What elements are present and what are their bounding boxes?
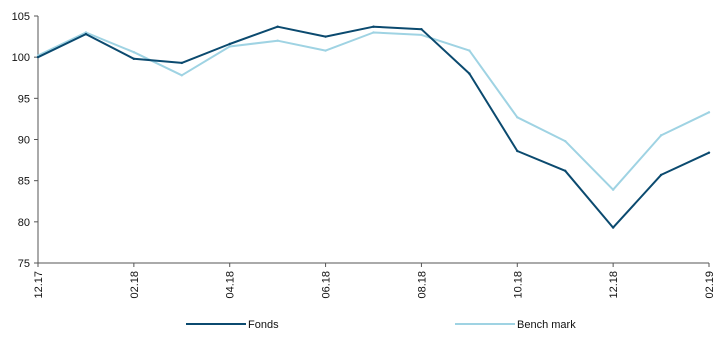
x-tick-label: 02.18 bbox=[129, 271, 141, 299]
data-point bbox=[228, 45, 231, 48]
series-line-benchmark bbox=[37, 31, 710, 191]
data-point bbox=[420, 27, 423, 31]
data-point bbox=[36, 55, 40, 59]
series-line-fonds bbox=[37, 25, 710, 229]
data-point bbox=[659, 173, 663, 177]
y-tick-label: 105 bbox=[12, 11, 30, 23]
data-point bbox=[707, 151, 711, 154]
y-tick-label: 95 bbox=[18, 93, 30, 105]
y-tick-label: 100 bbox=[12, 52, 30, 64]
data-point bbox=[324, 49, 327, 52]
x-tick-label: 08.18 bbox=[416, 271, 428, 299]
data-point bbox=[228, 42, 231, 46]
x-tick-label: 12.18 bbox=[608, 271, 620, 299]
y-tick-label: 85 bbox=[18, 176, 30, 188]
data-point bbox=[611, 188, 615, 191]
data-point bbox=[180, 61, 183, 65]
data-point bbox=[324, 35, 327, 38]
legend-label: Fonds bbox=[248, 319, 279, 331]
x-tick-label: 12.17 bbox=[33, 271, 45, 299]
data-point bbox=[659, 134, 663, 137]
x-tick-label: 02.19 bbox=[704, 271, 715, 299]
data-point bbox=[372, 31, 375, 34]
data-point bbox=[516, 116, 519, 119]
data-point bbox=[276, 25, 279, 28]
y-tick-label: 75 bbox=[18, 258, 30, 270]
data-point bbox=[468, 49, 471, 52]
legend-label: Bench mark bbox=[517, 319, 576, 331]
y-tick-label: 90 bbox=[18, 135, 30, 147]
data-point bbox=[707, 111, 711, 114]
data-point bbox=[420, 33, 423, 37]
data-point bbox=[84, 32, 88, 36]
data-point bbox=[132, 51, 136, 54]
data-point bbox=[516, 149, 519, 153]
data-point bbox=[564, 169, 567, 172]
x-tick-label: 06.18 bbox=[321, 271, 333, 299]
data-point bbox=[564, 139, 567, 143]
data-point bbox=[611, 226, 615, 229]
data-point bbox=[276, 39, 279, 42]
x-tick-label: 04.18 bbox=[225, 271, 237, 299]
data-point bbox=[468, 72, 471, 75]
data-point bbox=[180, 74, 183, 77]
data-point bbox=[84, 31, 88, 34]
data-point bbox=[132, 57, 136, 61]
y-tick-label: 80 bbox=[18, 217, 30, 229]
data-point bbox=[372, 25, 375, 28]
x-tick-label: 10.18 bbox=[512, 271, 524, 299]
